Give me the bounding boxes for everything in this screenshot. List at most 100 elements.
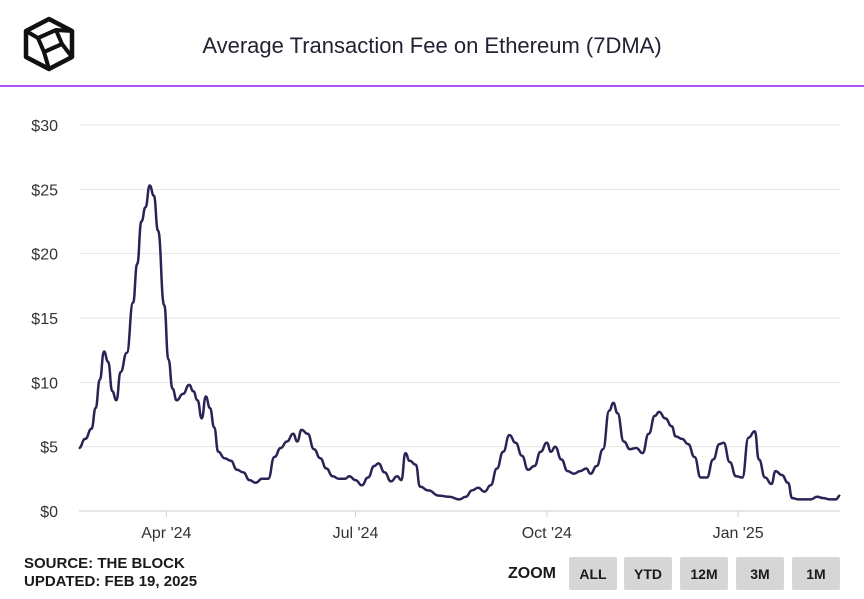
zoom-3m-button[interactable]: 3M bbox=[736, 557, 784, 590]
data-point bbox=[95, 407, 97, 409]
y-tick-label: $20 bbox=[31, 247, 58, 264]
data-point bbox=[829, 498, 831, 500]
data-point bbox=[153, 195, 155, 197]
updated-text: UPDATED: FEB 19, 2025 bbox=[24, 573, 198, 590]
data-point bbox=[635, 447, 637, 449]
data-point bbox=[787, 482, 789, 484]
data-point bbox=[267, 478, 269, 480]
data-point bbox=[596, 465, 598, 467]
source-text: SOURCE: THE BLOCK bbox=[24, 555, 185, 572]
data-point bbox=[107, 361, 109, 363]
data-point bbox=[573, 473, 575, 475]
data-point bbox=[540, 451, 542, 453]
data-point bbox=[99, 379, 101, 381]
data-point bbox=[706, 476, 708, 479]
zoom-ytd-button[interactable]: YTD bbox=[624, 557, 672, 590]
data-point bbox=[163, 304, 165, 306]
data-point bbox=[629, 448, 631, 450]
chart-title: Average Transaction Fee on Ethereum (7DM… bbox=[202, 33, 662, 58]
data-point bbox=[533, 465, 536, 467]
data-point bbox=[213, 426, 215, 428]
data-point bbox=[675, 435, 677, 437]
data-point bbox=[419, 486, 421, 488]
data-point bbox=[554, 446, 556, 448]
data-point bbox=[758, 458, 760, 461]
zoom-12m-button[interactable]: 12M bbox=[680, 557, 728, 590]
data-point bbox=[471, 489, 473, 491]
data-point bbox=[700, 476, 702, 479]
data-point bbox=[140, 220, 142, 223]
data-point bbox=[687, 443, 689, 445]
data-point bbox=[248, 479, 251, 481]
y-tick-label: $15 bbox=[31, 311, 58, 328]
x-tick-label: Oct '24 bbox=[522, 525, 572, 542]
x-tick-label: Jan '25 bbox=[713, 525, 764, 542]
data-point bbox=[236, 469, 238, 471]
data-point bbox=[132, 302, 134, 304]
data-point bbox=[427, 489, 429, 491]
data-point bbox=[774, 470, 777, 472]
data-point bbox=[648, 433, 650, 435]
data-point bbox=[791, 497, 793, 499]
data-point bbox=[280, 447, 282, 449]
data-point bbox=[261, 478, 263, 480]
data-point bbox=[550, 451, 552, 453]
data-point bbox=[367, 476, 369, 479]
data-point bbox=[483, 491, 486, 493]
source-note: SOURCE: THE BLOCK UPDATED: FEB 19, 2025 bbox=[24, 555, 197, 591]
data-point bbox=[292, 433, 294, 435]
data-point bbox=[465, 496, 467, 498]
data-point bbox=[307, 433, 309, 435]
data-point bbox=[608, 410, 610, 412]
data-point bbox=[103, 350, 105, 353]
data-point bbox=[602, 448, 604, 450]
data-point bbox=[654, 415, 656, 417]
data-point bbox=[804, 498, 806, 500]
data-point bbox=[502, 451, 504, 453]
data-point bbox=[718, 443, 721, 445]
data-point bbox=[384, 471, 386, 473]
data-point bbox=[664, 417, 666, 419]
data-point bbox=[723, 442, 725, 444]
data-point bbox=[527, 469, 529, 471]
data-point bbox=[448, 496, 450, 498]
data-point bbox=[126, 352, 128, 354]
y-tick-label: $10 bbox=[31, 375, 58, 392]
data-point bbox=[217, 451, 219, 453]
data-point bbox=[84, 438, 86, 440]
data-point bbox=[390, 480, 392, 482]
data-point bbox=[325, 467, 327, 470]
data-point bbox=[567, 470, 569, 472]
zoom-all-button[interactable]: ALL bbox=[569, 557, 617, 590]
data-point bbox=[157, 229, 159, 232]
data-point bbox=[415, 464, 417, 466]
data-point bbox=[560, 458, 563, 461]
data-point bbox=[167, 358, 169, 360]
data-point bbox=[641, 452, 644, 454]
y-tick-label: $5 bbox=[40, 440, 58, 457]
data-point bbox=[839, 495, 841, 497]
data-point bbox=[589, 473, 592, 475]
data-point bbox=[332, 475, 334, 477]
data-point bbox=[172, 388, 174, 390]
data-point bbox=[396, 475, 398, 477]
data-point bbox=[579, 470, 581, 472]
data-point bbox=[242, 471, 244, 473]
data-point bbox=[747, 437, 750, 439]
data-point bbox=[781, 474, 783, 476]
x-axis-tick-labels: Apr '24 Jul '24 Oct '24 Jan '25 bbox=[141, 511, 764, 542]
data-point bbox=[182, 393, 184, 395]
data-point bbox=[377, 462, 379, 464]
series-group bbox=[78, 184, 841, 501]
y-tick-label: $30 bbox=[31, 118, 58, 135]
data-point bbox=[188, 384, 190, 386]
data-point bbox=[658, 411, 660, 413]
zoom-1m-button[interactable]: 1M bbox=[792, 557, 840, 590]
y-axis-tick-labels: $0 $5 $10 $15 $20 $25 $30 bbox=[31, 118, 58, 521]
y-tick-label: $25 bbox=[31, 182, 58, 199]
x-tick-label: Apr '24 bbox=[141, 525, 191, 542]
data-point bbox=[477, 487, 479, 489]
data-point bbox=[693, 456, 696, 458]
data-point bbox=[458, 498, 461, 500]
data-point bbox=[361, 484, 363, 486]
